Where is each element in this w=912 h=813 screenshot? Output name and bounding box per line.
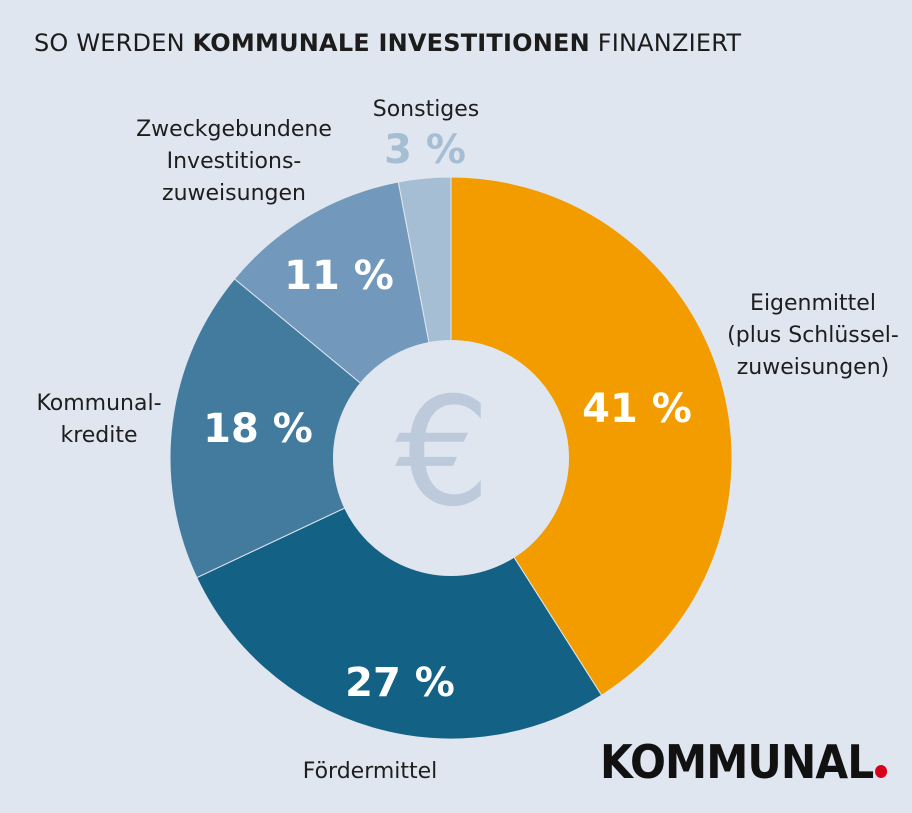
logo-dot [875, 765, 888, 778]
chart-title: SO WERDEN KOMMUNALE INVESTITIONEN FINANZ… [34, 29, 741, 57]
title-suffix: FINANZIERT [597, 29, 742, 57]
category-label-line: Zweckgebundene [136, 117, 332, 142]
category-label-line: zuweisungen [162, 181, 306, 206]
value-labels-group: 41 % 27 % 18 % 11 % 3 % [203, 127, 692, 706]
category-label-2: Kommunal-kredite [24, 388, 174, 452]
category-label-4: Sonstiges [362, 94, 490, 126]
title-prefix: SO WERDEN [34, 29, 185, 57]
category-label-line: Eigenmittel [750, 291, 876, 316]
category-label-0: Eigenmittel (plus Schlüssel-zuweisungen) [718, 288, 908, 384]
category-label-line: kredite [60, 423, 138, 448]
donut-hole [333, 340, 569, 576]
kommunal-logo: KOMMUNAL [600, 735, 888, 789]
category-label-3: Zweckgebundene Investitions-zuweisungen [118, 114, 350, 210]
value-label-2: 18 % [203, 406, 313, 452]
category-label-line: Investitions- [166, 149, 302, 174]
category-label-line: (plus Schlüssel- [727, 323, 899, 348]
slice-0 [450, 176, 733, 696]
slice-1 [196, 457, 603, 740]
category-label-line: Sonstiges [372, 97, 480, 122]
value-label-1: 27 % [345, 660, 455, 706]
value-label-0: 41 % [582, 386, 692, 432]
value-label-3: 11 % [284, 253, 394, 299]
euro-icon: € [395, 366, 490, 540]
category-label-line: zuweisungen) [736, 355, 890, 380]
slice-2 [169, 278, 452, 579]
category-label-line: Fördermittel [302, 759, 438, 784]
category-label-line: Kommunal- [36, 391, 162, 416]
slices-group [169, 176, 733, 740]
category-label-1: Fördermittel [290, 756, 450, 788]
logo-text: KOMMUNAL [600, 735, 874, 789]
title-bold: KOMMUNALE INVESTITIONEN [192, 29, 590, 57]
value-label-4: 3 % [384, 127, 466, 173]
